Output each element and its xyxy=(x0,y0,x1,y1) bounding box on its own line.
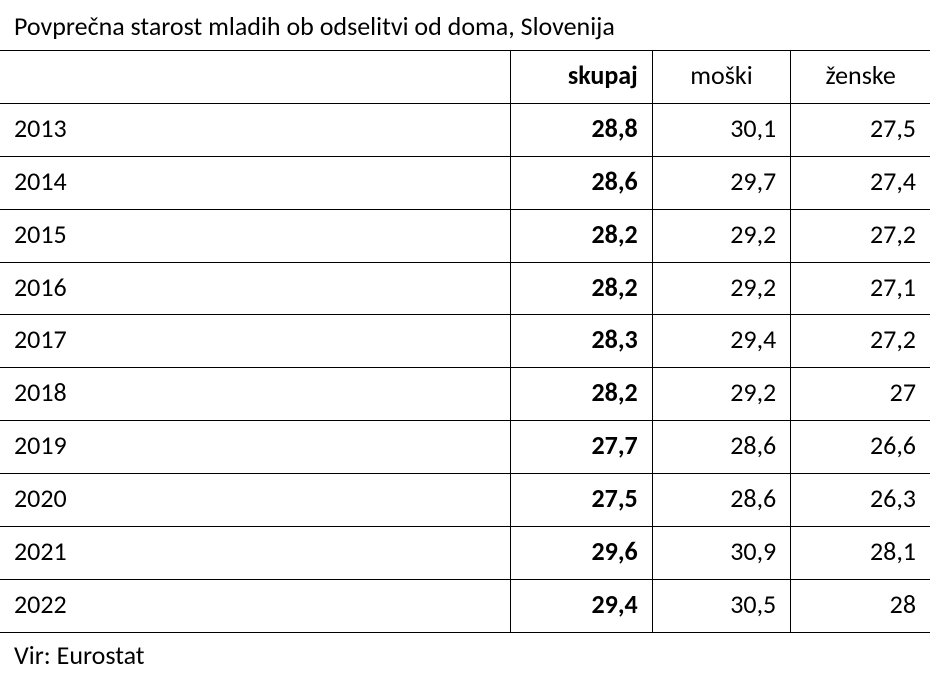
col-header-year xyxy=(0,51,511,104)
cell-year: 2013 xyxy=(0,103,511,156)
cell-skupaj: 27,5 xyxy=(511,474,652,527)
cell-year: 2018 xyxy=(0,368,511,421)
cell-year: 2016 xyxy=(0,262,511,315)
cell-skupaj: 28,6 xyxy=(511,156,652,209)
table-row: 2017 28,3 29,4 27,2 xyxy=(0,315,930,368)
cell-moski: 29,2 xyxy=(652,209,791,262)
cell-skupaj: 29,6 xyxy=(511,527,652,580)
cell-skupaj: 28,2 xyxy=(511,262,652,315)
cell-year: 2017 xyxy=(0,315,511,368)
col-header-zenske: ženske xyxy=(791,51,930,104)
table-row: 2015 28,2 29,2 27,2 xyxy=(0,209,930,262)
cell-moski: 29,2 xyxy=(652,262,791,315)
cell-zenske: 27 xyxy=(791,368,930,421)
cell-zenske: 28,1 xyxy=(791,527,930,580)
cell-moski: 29,2 xyxy=(652,368,791,421)
table-body: 2013 28,8 30,1 27,5 2014 28,6 29,7 27,4 … xyxy=(0,103,930,632)
cell-moski: 28,6 xyxy=(652,474,791,527)
cell-year: 2019 xyxy=(0,421,511,474)
table-title: Povprečna starost mladih ob odselitvi od… xyxy=(0,6,940,50)
cell-zenske: 27,2 xyxy=(791,209,930,262)
cell-skupaj: 28,2 xyxy=(511,209,652,262)
table-row: 2013 28,8 30,1 27,5 xyxy=(0,103,930,156)
cell-year: 2022 xyxy=(0,579,511,632)
cell-zenske: 27,4 xyxy=(791,156,930,209)
cell-moski: 30,9 xyxy=(652,527,791,580)
table-row: 2018 28,2 29,2 27 xyxy=(0,368,930,421)
cell-zenske: 26,6 xyxy=(791,421,930,474)
cell-moski: 30,1 xyxy=(652,103,791,156)
cell-zenske: 27,2 xyxy=(791,315,930,368)
table-header-row: skupaj moški ženske xyxy=(0,51,930,104)
cell-year: 2015 xyxy=(0,209,511,262)
cell-moski: 29,7 xyxy=(652,156,791,209)
cell-skupaj: 28,3 xyxy=(511,315,652,368)
cell-year: 2014 xyxy=(0,156,511,209)
cell-zenske: 27,1 xyxy=(791,262,930,315)
cell-skupaj: 27,7 xyxy=(511,421,652,474)
cell-zenske: 27,5 xyxy=(791,103,930,156)
cell-skupaj: 28,2 xyxy=(511,368,652,421)
cell-moski: 30,5 xyxy=(652,579,791,632)
table-container: Povprečna starost mladih ob odselitvi od… xyxy=(0,0,940,671)
table-row: 2020 27,5 28,6 26,3 xyxy=(0,474,930,527)
col-header-skupaj: skupaj xyxy=(511,51,652,104)
table-row: 2021 29,6 30,9 28,1 xyxy=(0,527,930,580)
table-row: 2022 29,4 30,5 28 xyxy=(0,579,930,632)
table-row: 2019 27,7 28,6 26,6 xyxy=(0,421,930,474)
cell-year: 2021 xyxy=(0,527,511,580)
table-row: 2014 28,6 29,7 27,4 xyxy=(0,156,930,209)
table-row: 2016 28,2 29,2 27,1 xyxy=(0,262,930,315)
col-header-moski: moški xyxy=(652,51,791,104)
cell-skupaj: 28,8 xyxy=(511,103,652,156)
cell-skupaj: 29,4 xyxy=(511,579,652,632)
data-table: skupaj moški ženske 2013 28,8 30,1 27,5 … xyxy=(0,50,930,633)
cell-moski: 29,4 xyxy=(652,315,791,368)
cell-zenske: 28 xyxy=(791,579,930,632)
cell-year: 2020 xyxy=(0,474,511,527)
cell-zenske: 26,3 xyxy=(791,474,930,527)
table-source: Vir: Eurostat xyxy=(0,633,940,671)
cell-moski: 28,6 xyxy=(652,421,791,474)
